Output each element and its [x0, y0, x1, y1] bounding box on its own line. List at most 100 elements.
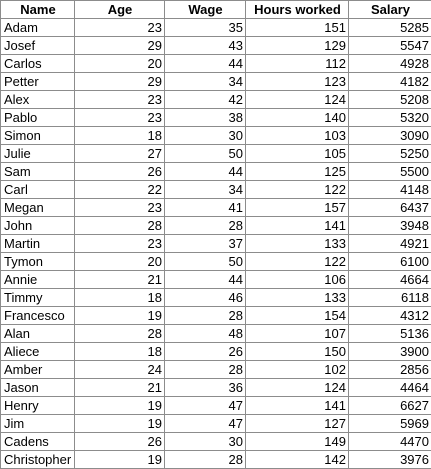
cell-age[interactable]: 20 — [74, 252, 165, 271]
cell-salary[interactable]: 5320 — [348, 108, 431, 127]
cell-hours-worked[interactable]: 127 — [245, 414, 349, 433]
cell-age[interactable]: 28 — [74, 216, 165, 235]
cell-wage[interactable]: 46 — [164, 288, 246, 307]
cell-wage[interactable]: 44 — [164, 162, 246, 181]
cell-wage[interactable]: 50 — [164, 252, 246, 271]
cell-salary[interactable]: 5500 — [348, 162, 431, 181]
cell-wage[interactable]: 41 — [164, 198, 246, 217]
cell-name[interactable]: Timmy — [0, 288, 75, 307]
cell-age[interactable]: 28 — [74, 324, 165, 343]
cell-age[interactable]: 26 — [74, 162, 165, 181]
cell-salary[interactable]: 4928 — [348, 54, 431, 73]
cell-salary[interactable]: 4182 — [348, 72, 431, 91]
cell-name[interactable]: Jim — [0, 414, 75, 433]
cell-age[interactable]: 29 — [74, 72, 165, 91]
cell-age[interactable]: 18 — [74, 342, 165, 361]
cell-hours-worked[interactable]: 154 — [245, 306, 349, 325]
cell-age[interactable]: 18 — [74, 126, 165, 145]
cell-name[interactable]: Jason — [0, 378, 75, 397]
cell-name[interactable]: Tymon — [0, 252, 75, 271]
cell-name[interactable]: Petter — [0, 72, 75, 91]
cell-hours-worked[interactable]: 103 — [245, 126, 349, 145]
cell-wage[interactable]: 26 — [164, 342, 246, 361]
cell-wage[interactable]: 37 — [164, 234, 246, 253]
cell-salary[interactable]: 3948 — [348, 216, 431, 235]
cell-salary[interactable]: 3900 — [348, 342, 431, 361]
cell-wage[interactable]: 30 — [164, 126, 246, 145]
cell-salary[interactable]: 3090 — [348, 126, 431, 145]
cell-wage[interactable]: 38 — [164, 108, 246, 127]
cell-hours-worked[interactable]: 141 — [245, 216, 349, 235]
cell-age[interactable]: 21 — [74, 378, 165, 397]
cell-wage[interactable]: 44 — [164, 270, 246, 289]
cell-age[interactable]: 23 — [74, 18, 165, 37]
cell-name[interactable]: Simon — [0, 126, 75, 145]
cell-hours-worked[interactable]: 102 — [245, 360, 349, 379]
cell-hours-worked[interactable]: 125 — [245, 162, 349, 181]
cell-salary[interactable]: 6627 — [348, 396, 431, 415]
cell-name[interactable]: Christopher — [0, 450, 75, 469]
cell-hours-worked[interactable]: 151 — [245, 18, 349, 37]
cell-wage[interactable]: 47 — [164, 396, 246, 415]
cell-name[interactable]: Martin — [0, 234, 75, 253]
cell-hours-worked[interactable]: 107 — [245, 324, 349, 343]
cell-wage[interactable]: 48 — [164, 324, 246, 343]
cell-wage[interactable]: 36 — [164, 378, 246, 397]
cell-name[interactable]: Josef — [0, 36, 75, 55]
cell-hours-worked[interactable]: 149 — [245, 432, 349, 451]
cell-wage[interactable]: 28 — [164, 450, 246, 469]
cell-hours-worked[interactable]: 124 — [245, 90, 349, 109]
cell-age[interactable]: 26 — [74, 432, 165, 451]
cell-name[interactable]: Amber — [0, 360, 75, 379]
cell-salary[interactable]: 4921 — [348, 234, 431, 253]
cell-salary[interactable]: 4464 — [348, 378, 431, 397]
cell-wage[interactable]: 28 — [164, 216, 246, 235]
column-header-salary[interactable]: Salary — [348, 0, 431, 19]
cell-age[interactable]: 23 — [74, 234, 165, 253]
cell-name[interactable]: Adam — [0, 18, 75, 37]
cell-salary[interactable]: 3976 — [348, 450, 431, 469]
cell-age[interactable]: 27 — [74, 144, 165, 163]
cell-salary[interactable]: 5250 — [348, 144, 431, 163]
cell-name[interactable]: Pablo — [0, 108, 75, 127]
cell-salary[interactable]: 5547 — [348, 36, 431, 55]
cell-wage[interactable]: 50 — [164, 144, 246, 163]
column-header-age[interactable]: Age — [74, 0, 165, 19]
cell-wage[interactable]: 28 — [164, 360, 246, 379]
cell-wage[interactable]: 34 — [164, 72, 246, 91]
cell-hours-worked[interactable]: 129 — [245, 36, 349, 55]
cell-wage[interactable]: 43 — [164, 36, 246, 55]
cell-salary[interactable]: 4664 — [348, 270, 431, 289]
cell-hours-worked[interactable]: 133 — [245, 288, 349, 307]
cell-name[interactable]: Megan — [0, 198, 75, 217]
cell-age[interactable]: 23 — [74, 198, 165, 217]
cell-hours-worked[interactable]: 140 — [245, 108, 349, 127]
cell-age[interactable]: 29 — [74, 36, 165, 55]
cell-age[interactable]: 19 — [74, 450, 165, 469]
cell-age[interactable]: 24 — [74, 360, 165, 379]
cell-salary[interactable]: 4470 — [348, 432, 431, 451]
cell-wage[interactable]: 47 — [164, 414, 246, 433]
cell-name[interactable]: Alan — [0, 324, 75, 343]
cell-salary[interactable]: 6118 — [348, 288, 431, 307]
cell-name[interactable]: Henry — [0, 396, 75, 415]
cell-name[interactable]: John — [0, 216, 75, 235]
cell-age[interactable]: 22 — [74, 180, 165, 199]
column-header-hours-worked[interactable]: Hours worked — [245, 0, 349, 19]
cell-age[interactable]: 19 — [74, 396, 165, 415]
cell-wage[interactable]: 42 — [164, 90, 246, 109]
cell-hours-worked[interactable]: 105 — [245, 144, 349, 163]
cell-age[interactable]: 20 — [74, 54, 165, 73]
cell-hours-worked[interactable]: 141 — [245, 396, 349, 415]
cell-salary[interactable]: 4312 — [348, 306, 431, 325]
cell-wage[interactable]: 28 — [164, 306, 246, 325]
cell-hours-worked[interactable]: 150 — [245, 342, 349, 361]
cell-hours-worked[interactable]: 142 — [245, 450, 349, 469]
cell-salary[interactable]: 6437 — [348, 198, 431, 217]
cell-salary[interactable]: 6100 — [348, 252, 431, 271]
cell-wage[interactable]: 35 — [164, 18, 246, 37]
cell-wage[interactable]: 44 — [164, 54, 246, 73]
cell-salary[interactable]: 5208 — [348, 90, 431, 109]
cell-salary[interactable]: 4148 — [348, 180, 431, 199]
cell-hours-worked[interactable]: 112 — [245, 54, 349, 73]
